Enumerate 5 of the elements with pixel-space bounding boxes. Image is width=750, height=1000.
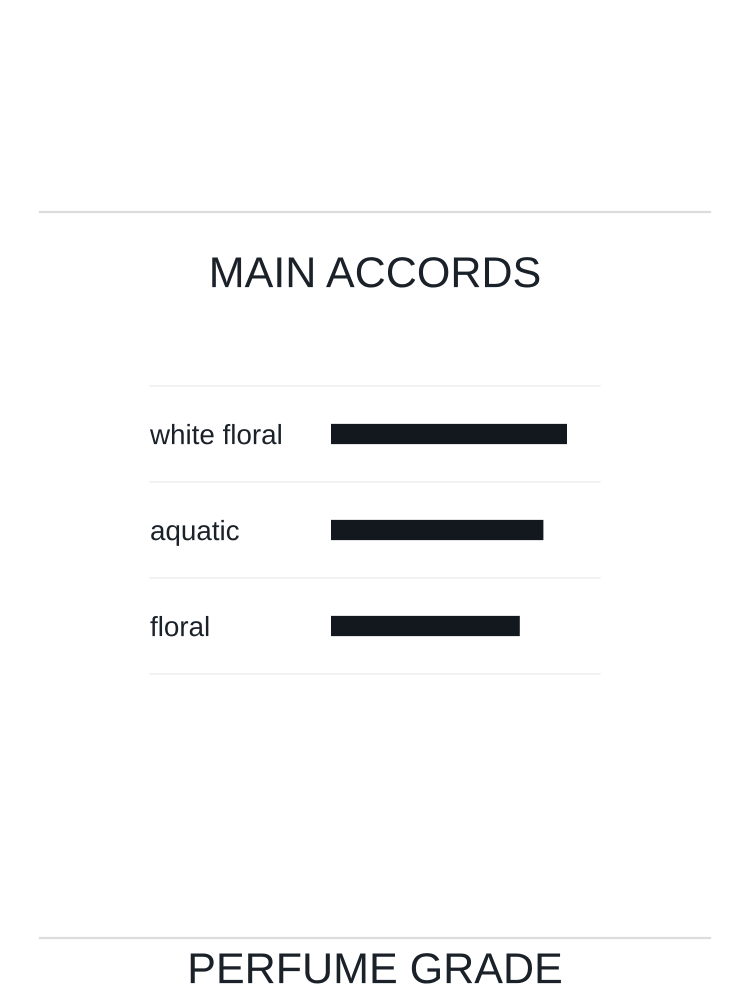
chart-title: MAIN ACCORDS <box>212 257 540 288</box>
y-tick-label: white floral <box>150 424 281 444</box>
text: PERFUME GRADE <box>190 953 561 984</box>
y-tick-label: aquatic <box>151 520 239 546</box>
y-tick-label: floral <box>150 616 208 636</box>
